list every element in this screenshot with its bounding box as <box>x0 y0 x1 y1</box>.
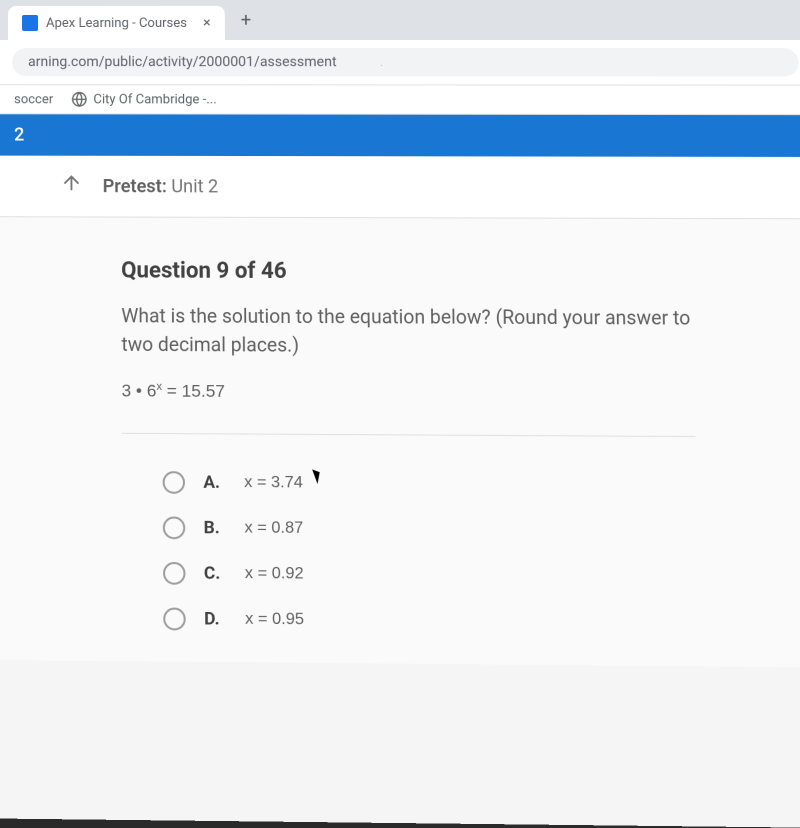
equation-lhs: 3 • 6 <box>122 381 157 401</box>
url-input[interactable]: arning.com/public/activity/2000001/asses… <box>12 48 799 76</box>
question-prompt: What is the solution to the equation bel… <box>121 302 694 361</box>
question-panel: Question 9 of 46 What is the solution to… <box>0 217 800 667</box>
bookmark-label: soccer <box>14 92 53 107</box>
tab-strip: Apex Learning - Courses × + <box>0 0 800 40</box>
back-arrow-icon[interactable] <box>60 172 82 200</box>
new-tab-button[interactable]: + <box>231 3 262 36</box>
app-header-bar: 2 <box>0 114 800 157</box>
answer-letter: A. <box>203 472 226 493</box>
url-text: arning.com/public/activity/2000001/asses… <box>28 54 337 70</box>
radio-icon[interactable] <box>163 562 186 585</box>
answer-text: x = 0.87 <box>244 519 303 538</box>
answer-letter: B. <box>204 517 227 538</box>
answer-option-c[interactable]: C. x = 0.92 <box>163 562 761 589</box>
answer-text: x = 0.95 <box>245 610 304 629</box>
answer-text: x = 0.92 <box>245 564 304 583</box>
equation-rhs: = 15.57 <box>162 381 225 401</box>
close-tab-icon[interactable]: × <box>203 15 211 31</box>
bookmarks-bar: soccer City Of Cambridge -... <box>0 85 800 115</box>
answer-list: A. x = 3.74 B. x = 0.87 C. x = 0.92 D. x… <box>122 471 762 636</box>
bookmark-soccer[interactable]: soccer <box>14 92 53 107</box>
answer-letter: D. <box>204 609 227 630</box>
radio-icon[interactable] <box>163 516 186 539</box>
header-number: 2 <box>14 124 24 145</box>
globe-icon <box>71 91 87 107</box>
question-equation: 3 • 6x = 15.57 <box>122 381 757 405</box>
favicon-icon <box>22 15 38 31</box>
answer-option-d[interactable]: D. x = 0.95 <box>163 607 762 635</box>
browser-tab[interactable]: Apex Learning - Courses × <box>8 6 225 40</box>
bookmark-city-of-cambridge[interactable]: City Of Cambridge -... <box>71 91 216 107</box>
radio-icon[interactable] <box>163 607 186 630</box>
pretest-title: Pretest: Unit 2 <box>103 175 219 197</box>
tab-title: Apex Learning - Courses <box>46 15 187 30</box>
divider <box>122 433 696 437</box>
pretest-unit: Unit 2 <box>171 176 218 197</box>
radio-icon[interactable] <box>163 471 186 494</box>
address-bar: arning.com/public/activity/2000001/asses… <box>0 40 800 86</box>
bookmark-label: City Of Cambridge -... <box>93 92 216 107</box>
question-counter: Question 9 of 46 <box>121 258 754 286</box>
answer-option-a[interactable]: A. x = 3.74 <box>163 471 759 498</box>
answer-text: x = 3.74 <box>244 473 303 492</box>
sub-header: Pretest: Unit 2 <box>0 156 800 220</box>
pretest-label: Pretest: <box>103 175 167 196</box>
answer-letter: C. <box>204 563 227 584</box>
screen: Apex Learning - Courses × + arning.com/p… <box>0 0 800 828</box>
answer-option-b[interactable]: B. x = 0.87 <box>163 516 760 543</box>
